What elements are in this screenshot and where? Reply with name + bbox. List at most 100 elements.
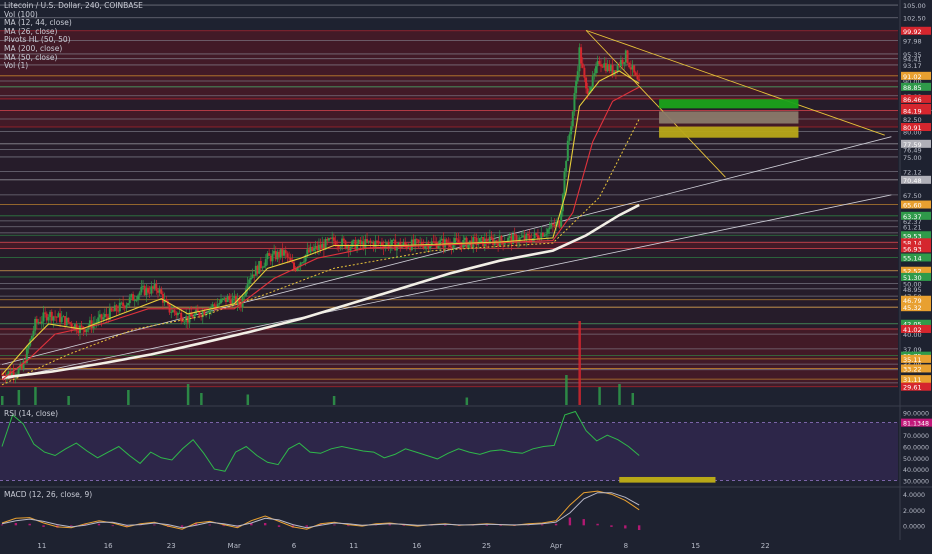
candle-body — [442, 238, 445, 248]
rsi-pane-label[interactable]: RSI (14, close) — [4, 409, 59, 418]
price-axis-label[interactable]: 70.48 — [903, 177, 922, 185]
price-axis-label[interactable]: 67.50 — [903, 192, 922, 200]
price-axis-label[interactable]: 90.00 — [903, 78, 922, 86]
x-axis-label[interactable]: 6 — [292, 542, 297, 550]
legend-indicator[interactable]: MA (50, close) — [4, 52, 58, 62]
price-axis-label[interactable]: 48.95 — [903, 286, 922, 294]
price-axis-label[interactable]: 45.32 — [903, 304, 922, 312]
x-axis-label[interactable]: 8 — [624, 542, 628, 550]
volume-bar — [465, 397, 469, 405]
candle-body — [367, 240, 370, 242]
macd-histogram-bar — [568, 517, 572, 526]
price-axis-label[interactable]: 58.14 — [903, 239, 922, 247]
candle-body — [88, 320, 91, 327]
price-axis-label[interactable]: 72.12 — [903, 169, 922, 177]
x-axis-label[interactable]: Mar — [228, 542, 241, 550]
candle-body — [148, 292, 151, 294]
candle-body — [276, 251, 279, 260]
legend-indicator[interactable]: MA (200, close) — [4, 43, 63, 53]
price-axis-label[interactable]: 41.02 — [903, 326, 922, 334]
candle-body — [316, 245, 319, 250]
candle-body — [344, 240, 347, 249]
price-axis-label[interactable]: 52.52 — [903, 268, 922, 276]
price-axis-label[interactable]: 105.00 — [903, 2, 926, 10]
price-axis-label[interactable]: 65.60 — [903, 202, 922, 210]
candle-body — [49, 311, 52, 318]
x-axis-label[interactable]: 23 — [167, 542, 176, 550]
price-axis-label[interactable]: 31.11 — [903, 376, 922, 384]
price-axis-label[interactable]: 62.37 — [903, 218, 922, 226]
price-axis-label[interactable]: 94.41 — [903, 56, 922, 64]
price-axis-label[interactable]: 42.05 — [903, 321, 922, 329]
price-axis-label[interactable]: 56.93 — [903, 245, 922, 253]
legend-indicator[interactable]: Vol (1) — [4, 61, 29, 71]
price-axis-label[interactable]: 82.50 — [903, 116, 922, 124]
macd-histogram-bar — [0, 524, 4, 526]
price-axis-label[interactable]: 80.00 — [903, 129, 922, 137]
price-axis-label[interactable]: 95.35 — [903, 51, 922, 59]
rsi-axis-label: 40.0000 — [903, 467, 929, 474]
legend-indicator[interactable]: Pivots HL (50, 50) — [4, 35, 71, 45]
price-axis-label[interactable]: 37.09 — [903, 346, 922, 354]
macd-pane-label[interactable]: MACD (12, 26, close, 9) — [4, 490, 93, 499]
volume-bar — [578, 321, 581, 405]
candle-body — [178, 312, 181, 314]
x-axis-label[interactable]: 16 — [104, 542, 113, 550]
price-axis-label[interactable]: 91.02 — [903, 73, 922, 81]
candle-body — [176, 313, 179, 316]
legend-indicator[interactable]: MA (12, 44, close) — [4, 18, 72, 28]
x-axis-label[interactable]: 22 — [761, 542, 770, 550]
candle-body — [283, 250, 286, 256]
price-axis-label[interactable]: 88.85 — [903, 84, 922, 92]
x-axis-label[interactable]: 11 — [37, 542, 46, 550]
candle-body — [510, 236, 513, 244]
candle-body — [535, 233, 538, 236]
price-axis-label[interactable]: 63.37 — [903, 213, 922, 221]
price-axis-label[interactable]: 51.30 — [903, 274, 922, 282]
macd-histogram-bar — [610, 525, 613, 527]
price-axis-label[interactable]: 86.46 — [903, 96, 922, 104]
x-axis-label[interactable]: 16 — [412, 542, 421, 550]
candle-body — [392, 239, 395, 241]
price-axis-label[interactable]: 55.14 — [903, 254, 922, 262]
legend-symbol[interactable]: Litecoin / U.S. Dollar, 240, COINBASE — [4, 1, 143, 10]
candle-body — [153, 283, 156, 289]
candle-body — [578, 47, 581, 72]
price-axis-label[interactable]: 29.61 — [903, 384, 922, 392]
price-axis-label[interactable]: 59.53 — [903, 232, 922, 240]
price-axis-label[interactable]: 99.92 — [903, 28, 922, 36]
candle-body — [445, 239, 448, 244]
price-axis-label[interactable]: 35.11 — [903, 356, 922, 364]
price-axis-label[interactable]: 46.79 — [903, 297, 922, 305]
candle-body — [117, 310, 120, 312]
candle-body — [69, 322, 72, 324]
candle-body — [563, 171, 566, 195]
price-axis-label[interactable]: 61.21 — [903, 224, 922, 232]
macd-histogram-bar — [499, 525, 502, 526]
price-axis-label[interactable]: 75.00 — [903, 154, 922, 162]
x-axis-label[interactable]: 25 — [482, 542, 491, 550]
price-axis-label[interactable]: 40.00 — [903, 331, 922, 339]
price-axis-label[interactable]: 97.98 — [903, 38, 922, 46]
legend-indicator[interactable]: MA (26, close) — [4, 26, 58, 36]
candle-body — [103, 314, 106, 318]
x-axis-label[interactable]: 15 — [691, 542, 700, 550]
price-axis-label[interactable]: 50.00 — [903, 281, 922, 289]
candle-body — [611, 64, 614, 75]
candle-body — [500, 235, 503, 241]
macd-histogram-bar — [582, 519, 585, 526]
x-axis-label[interactable]: Apr — [550, 542, 562, 550]
candle-body — [218, 302, 221, 305]
price-axis-label[interactable]: 33.22 — [903, 365, 922, 373]
price-axis-label[interactable]: 84.19 — [903, 107, 922, 115]
price-axis-label[interactable]: 93.17 — [903, 62, 922, 70]
legend-indicator[interactable]: Vol (100) — [4, 9, 38, 19]
volume-bar — [200, 393, 203, 405]
price-axis-label[interactable]: 80.91 — [903, 124, 922, 132]
x-axis-label[interactable]: 11 — [349, 542, 358, 550]
price-axis-label[interactable]: 76.49 — [903, 146, 922, 154]
price-axis-label[interactable]: 77.59 — [903, 141, 922, 149]
price-axis-label[interactable]: 102.50 — [903, 15, 926, 23]
